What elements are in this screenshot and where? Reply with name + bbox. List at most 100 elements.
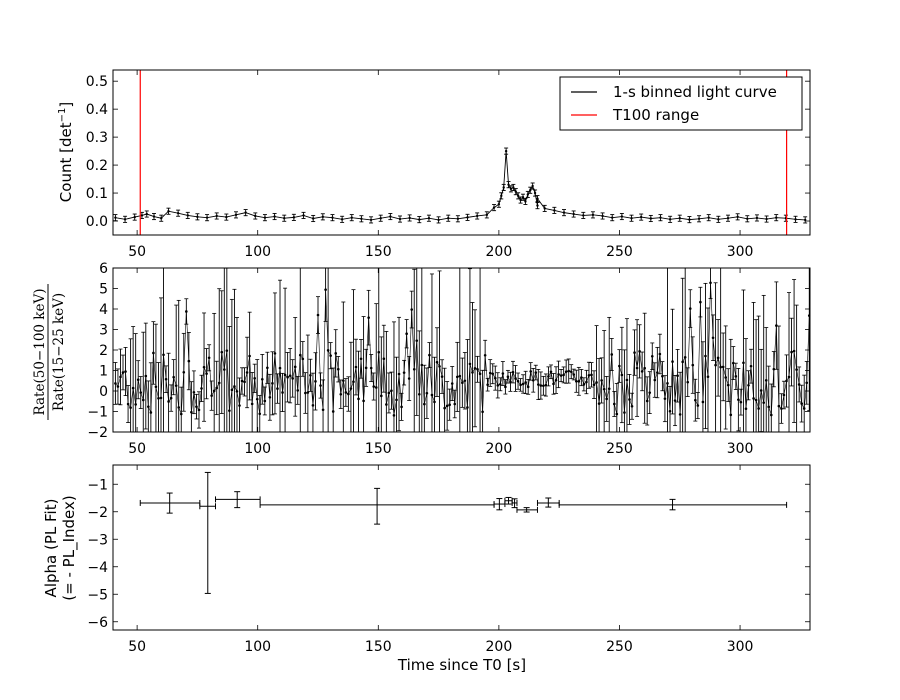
plot-area <box>139 471 788 594</box>
data-point <box>350 216 353 219</box>
data-point <box>369 218 373 222</box>
data-point <box>659 216 662 219</box>
data-point <box>205 216 209 219</box>
axes-frame <box>112 464 811 631</box>
data-point <box>668 218 672 221</box>
data-point <box>500 194 503 198</box>
x-tick-label: 300 <box>727 441 754 457</box>
x-tick-label: 100 <box>244 441 271 457</box>
alpha-panel: 50 100 150 200 250 300 −6 −5 −4 −3 −2 −1 <box>87 464 811 655</box>
data-point <box>244 211 247 214</box>
y-tick-label: 5 <box>99 282 108 298</box>
data-point <box>582 214 585 217</box>
data-point <box>176 211 180 215</box>
data-point <box>526 193 530 196</box>
x-tick-label: 150 <box>365 244 392 260</box>
data-point <box>418 218 421 221</box>
data-point <box>543 207 546 210</box>
data-point <box>215 214 218 218</box>
data-point <box>167 210 170 213</box>
y-tick-label: 0.4 <box>86 102 108 118</box>
hardness-ratio-panel: 50 100 150 200 250 300 −2 −1 0 1 2 3 4 5 6 <box>87 261 811 457</box>
data-point <box>533 191 537 195</box>
x-tick-label: 250 <box>606 441 633 457</box>
data-point <box>536 204 539 207</box>
x-tick-label: 250 <box>606 244 633 260</box>
data-point <box>292 216 296 219</box>
y-tick-label: 4 <box>99 302 108 318</box>
data-point <box>273 215 276 218</box>
data-point <box>620 215 624 218</box>
x-tick-label: 50 <box>128 244 146 260</box>
panel3-ylabel: Alpha (PL Fit) <box>42 499 60 598</box>
data-point <box>639 215 643 219</box>
y-tick-label: −1 <box>87 477 108 493</box>
data-point <box>311 217 315 220</box>
data-point <box>521 196 525 199</box>
data-point <box>379 217 382 220</box>
data-point <box>591 213 595 217</box>
data-point <box>283 217 286 220</box>
panel2-ylabel-denominator: Rate(15−25 keV) <box>51 293 67 411</box>
data-point <box>707 216 710 219</box>
y-tick-label: −5 <box>87 587 108 603</box>
y-tick-label: 3 <box>99 323 108 339</box>
y-tick-label: −3 <box>87 532 108 548</box>
x-tick-label: 200 <box>486 441 513 457</box>
data-point <box>562 211 566 214</box>
data-point <box>514 190 517 193</box>
y-tick-label: −2 <box>87 425 108 441</box>
y-tick-label: 0.2 <box>86 158 108 174</box>
legend-label-lightcurve: 1-s binned light curve <box>613 83 777 101</box>
x-tick-label: 100 <box>244 244 271 260</box>
data-point <box>630 217 633 220</box>
legend: 1-s binned light curve T100 range <box>559 76 803 131</box>
data-point <box>398 217 402 221</box>
y-tick-label: 0.3 <box>86 130 108 146</box>
data-point <box>145 212 148 216</box>
data-point <box>524 200 527 203</box>
data-point <box>536 197 539 200</box>
axes-frame <box>112 267 811 433</box>
y-tick-label: −1 <box>87 405 108 421</box>
data-point <box>408 216 411 220</box>
x-tick-label: 150 <box>365 639 392 655</box>
data-point <box>114 216 117 219</box>
data-point <box>736 215 739 219</box>
data-point <box>321 215 325 219</box>
data-point <box>225 215 228 219</box>
data-point <box>775 216 778 219</box>
axes-frame <box>112 69 811 236</box>
data-point <box>529 189 532 192</box>
data-point <box>765 217 768 221</box>
x-tick-label: 200 <box>486 244 513 260</box>
y-tick-label: 0.5 <box>86 74 108 90</box>
x-tick-label: 50 <box>128 441 146 457</box>
data-point <box>572 212 575 216</box>
y-tick-label: 0.1 <box>86 186 108 202</box>
data-point <box>389 215 392 218</box>
panel2-ylabel: Rate(50−100 keV) Rate(15−25 keV) <box>32 284 67 420</box>
data-point <box>531 184 534 188</box>
y-tick-label: 0 <box>99 384 108 400</box>
y-tick-label: −4 <box>87 560 108 576</box>
x-tick-label: 200 <box>486 639 513 655</box>
data-point <box>509 187 513 191</box>
data-point <box>678 217 681 220</box>
data-point <box>794 218 797 221</box>
data-point <box>234 213 238 217</box>
panel2-ylabel-numerator: Rate(50−100 keV) <box>32 289 48 416</box>
ratio-line <box>115 282 810 416</box>
x-tick-label: 250 <box>606 639 633 655</box>
x-tick-label: 150 <box>365 441 392 457</box>
y-tick-label: 1 <box>99 364 108 380</box>
data-point <box>331 216 334 219</box>
data-point <box>196 215 199 219</box>
data-point <box>152 215 156 218</box>
data-point <box>553 209 556 212</box>
data-point <box>437 218 440 222</box>
data-point <box>611 216 614 219</box>
y-tick-label: −2 <box>87 505 108 521</box>
data-point <box>456 217 460 220</box>
data-point <box>340 218 344 221</box>
